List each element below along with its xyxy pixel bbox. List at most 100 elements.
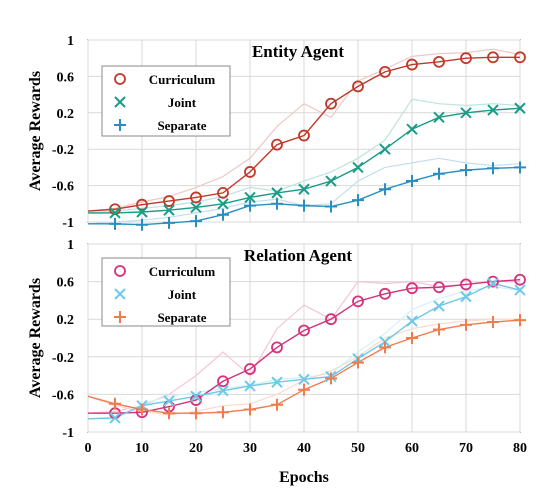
legend-curriculum-label: Curriculum bbox=[149, 72, 216, 87]
entity-panel-title: Entity Agent bbox=[252, 42, 344, 61]
separate-point bbox=[190, 407, 202, 420]
entity-legend: Curriculum Joint Separate bbox=[101, 65, 231, 137]
joint-point bbox=[109, 412, 121, 424]
joint-point bbox=[190, 201, 202, 214]
legend-curriculum-label: Curriculum bbox=[149, 264, 216, 279]
x-tick-label: 40 bbox=[297, 441, 311, 456]
curriculum-point bbox=[433, 281, 445, 294]
y-tick-label: -1 bbox=[62, 426, 74, 441]
legend-curriculum-icon bbox=[114, 73, 126, 85]
joint-point bbox=[514, 102, 526, 114]
legend-separate-icon bbox=[114, 119, 126, 131]
separate-point bbox=[379, 341, 391, 354]
y-tick-label: 0.2 bbox=[57, 313, 75, 328]
curriculum-point bbox=[244, 166, 256, 178]
curriculum-point bbox=[244, 363, 256, 375]
separate-point bbox=[136, 218, 148, 231]
legend-joint-label: Joint bbox=[168, 287, 197, 302]
separate-point bbox=[244, 199, 256, 212]
relation-panel-title: Relation Agent bbox=[244, 246, 352, 265]
joint-point bbox=[244, 191, 256, 204]
joint-point bbox=[406, 123, 418, 135]
curriculum-point bbox=[217, 186, 229, 199]
x-tick-label: 60 bbox=[405, 441, 419, 456]
separate-point bbox=[163, 216, 175, 229]
entity-grid bbox=[87, 39, 521, 223]
separate-point bbox=[136, 403, 148, 416]
separate-point bbox=[433, 323, 445, 336]
joint-point bbox=[271, 376, 283, 388]
joint-point bbox=[163, 395, 175, 407]
separate-point bbox=[271, 398, 283, 411]
curriculum-point bbox=[379, 287, 391, 300]
separate-point bbox=[352, 356, 364, 369]
curriculum-point bbox=[433, 55, 445, 68]
entity-y-axis-label: Average Rewards bbox=[27, 71, 44, 191]
joint-point bbox=[487, 277, 499, 290]
curriculum-point bbox=[271, 138, 283, 151]
relation-series-markers bbox=[109, 273, 526, 424]
joint-raw-line bbox=[87, 285, 521, 420]
separate-point bbox=[109, 217, 121, 230]
joint-point bbox=[406, 315, 418, 327]
curriculum-point bbox=[460, 278, 472, 291]
joint-point bbox=[298, 183, 310, 195]
joint-point bbox=[136, 206, 148, 218]
curriculum-point bbox=[487, 275, 499, 288]
curriculum-point bbox=[217, 375, 229, 388]
curriculum-point bbox=[298, 129, 310, 142]
curriculum-point bbox=[325, 97, 337, 110]
x-tick-label: 80 bbox=[513, 441, 527, 456]
relation-legend: Curriculum Joint Separate bbox=[101, 257, 231, 327]
x-tick-label: 0 bbox=[85, 441, 92, 456]
joint-point bbox=[217, 384, 229, 397]
separate-point bbox=[406, 332, 418, 344]
separate-point bbox=[163, 407, 175, 420]
joint-point bbox=[298, 373, 310, 386]
curriculum-point bbox=[379, 65, 391, 78]
joint-point bbox=[460, 290, 472, 303]
separate-point bbox=[460, 164, 472, 177]
curriculum-point bbox=[487, 51, 499, 64]
joint-point bbox=[190, 390, 202, 402]
legend-separate-icon bbox=[114, 311, 126, 323]
curriculum-point bbox=[406, 282, 418, 295]
separate-point bbox=[406, 175, 418, 188]
x-ticks: 0 10 20 30 40 50 60 70 80 bbox=[85, 441, 528, 456]
separate-point bbox=[379, 183, 391, 196]
entity-series-markers bbox=[109, 51, 526, 231]
curriculum-point bbox=[514, 51, 526, 64]
joint-point bbox=[379, 143, 391, 155]
x-tick-label: 50 bbox=[351, 441, 365, 456]
y-tick-label: 1 bbox=[67, 238, 74, 253]
separate-point bbox=[244, 403, 256, 416]
curriculum-point bbox=[271, 341, 283, 354]
legend-joint-label: Joint bbox=[168, 95, 197, 110]
separate-point bbox=[487, 316, 499, 329]
joint-point bbox=[109, 207, 121, 219]
entity-agent-panel: 1 0.6 0.2 -0.2 -0.6 -1 Entity Agent Average R… bbox=[27, 34, 526, 231]
legend-joint-icon bbox=[114, 288, 126, 300]
y-tick-label: -0.6 bbox=[52, 180, 74, 195]
separate-point bbox=[487, 162, 499, 175]
curriculum-line bbox=[87, 56, 520, 212]
y-tick-label: -0.2 bbox=[52, 351, 74, 366]
y-tick-label: 0.6 bbox=[57, 276, 75, 291]
separate-point bbox=[298, 383, 310, 396]
joint-point bbox=[460, 107, 472, 119]
joint-point bbox=[433, 111, 445, 124]
relation-y-axis-label: Average Rewards bbox=[27, 278, 44, 398]
relation-y-ticks: 1 0.6 0.2 -0.2 -0.6 -1 bbox=[52, 238, 74, 441]
y-tick-label: 0.2 bbox=[57, 107, 75, 122]
legend-separate-label: Separate bbox=[157, 310, 206, 325]
joint-point bbox=[514, 284, 526, 296]
x-axis-label: Epochs bbox=[279, 469, 329, 486]
y-tick-label: -0.2 bbox=[52, 143, 74, 158]
separate-point bbox=[109, 397, 121, 410]
joint-point bbox=[352, 161, 364, 174]
separate-point bbox=[325, 200, 337, 213]
separate-point bbox=[271, 197, 283, 210]
curriculum-point bbox=[460, 52, 472, 65]
legend-separate-label: Separate bbox=[157, 118, 206, 133]
